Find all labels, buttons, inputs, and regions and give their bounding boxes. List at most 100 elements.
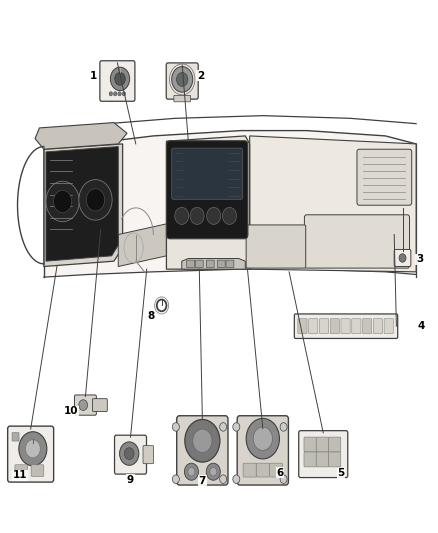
Circle shape <box>19 432 47 466</box>
FancyBboxPatch shape <box>177 416 228 485</box>
FancyBboxPatch shape <box>357 149 412 205</box>
FancyBboxPatch shape <box>195 260 203 268</box>
Polygon shape <box>182 259 245 269</box>
FancyBboxPatch shape <box>294 314 398 338</box>
Circle shape <box>53 190 72 213</box>
Circle shape <box>206 463 220 480</box>
FancyBboxPatch shape <box>237 416 288 485</box>
FancyBboxPatch shape <box>12 433 19 441</box>
FancyBboxPatch shape <box>256 463 269 477</box>
FancyBboxPatch shape <box>298 319 307 334</box>
FancyBboxPatch shape <box>243 463 256 477</box>
FancyBboxPatch shape <box>328 437 341 452</box>
Circle shape <box>110 67 130 91</box>
Polygon shape <box>118 224 166 266</box>
FancyBboxPatch shape <box>363 319 372 334</box>
FancyBboxPatch shape <box>166 141 248 239</box>
Polygon shape <box>166 136 250 269</box>
FancyBboxPatch shape <box>304 452 316 467</box>
FancyBboxPatch shape <box>206 260 214 268</box>
Circle shape <box>193 429 212 453</box>
Circle shape <box>210 467 217 476</box>
Text: 10: 10 <box>64 407 78 416</box>
Circle shape <box>185 419 220 462</box>
Polygon shape <box>35 123 127 149</box>
Text: 7: 7 <box>199 476 206 486</box>
FancyBboxPatch shape <box>352 319 361 334</box>
Circle shape <box>113 92 117 96</box>
FancyBboxPatch shape <box>304 215 410 268</box>
FancyBboxPatch shape <box>174 95 191 102</box>
Text: 2: 2 <box>197 71 204 80</box>
FancyBboxPatch shape <box>319 319 328 334</box>
Polygon shape <box>250 136 416 272</box>
FancyBboxPatch shape <box>217 260 225 268</box>
FancyBboxPatch shape <box>114 435 146 474</box>
Circle shape <box>253 427 272 450</box>
FancyBboxPatch shape <box>31 465 44 477</box>
Circle shape <box>79 400 88 410</box>
Circle shape <box>246 418 279 459</box>
Polygon shape <box>44 144 123 266</box>
Circle shape <box>175 207 189 224</box>
Polygon shape <box>44 131 416 277</box>
Circle shape <box>190 207 204 224</box>
Text: 3: 3 <box>416 254 423 264</box>
Circle shape <box>86 189 105 211</box>
Circle shape <box>46 181 79 222</box>
FancyBboxPatch shape <box>187 260 194 268</box>
Circle shape <box>172 67 193 92</box>
FancyBboxPatch shape <box>74 395 96 415</box>
Circle shape <box>79 180 112 220</box>
Circle shape <box>173 475 180 483</box>
FancyBboxPatch shape <box>330 319 339 334</box>
Text: 4: 4 <box>418 321 425 331</box>
Text: 5: 5 <box>337 469 344 478</box>
Text: 11: 11 <box>13 471 28 480</box>
FancyBboxPatch shape <box>8 426 53 482</box>
Circle shape <box>188 467 195 476</box>
FancyBboxPatch shape <box>100 61 135 101</box>
FancyBboxPatch shape <box>304 437 316 452</box>
Circle shape <box>280 475 287 483</box>
Circle shape <box>399 254 406 262</box>
Circle shape <box>109 92 113 96</box>
FancyBboxPatch shape <box>394 249 411 266</box>
FancyBboxPatch shape <box>15 465 28 477</box>
FancyBboxPatch shape <box>341 319 350 334</box>
FancyBboxPatch shape <box>316 452 328 467</box>
Circle shape <box>120 442 139 465</box>
Text: 8: 8 <box>148 311 155 320</box>
Circle shape <box>173 423 180 431</box>
Polygon shape <box>46 147 118 261</box>
FancyBboxPatch shape <box>166 63 198 99</box>
Circle shape <box>207 207 221 224</box>
Circle shape <box>122 92 126 96</box>
FancyBboxPatch shape <box>172 148 243 199</box>
Circle shape <box>177 72 188 86</box>
FancyBboxPatch shape <box>316 437 328 452</box>
Circle shape <box>223 207 237 224</box>
Text: 6: 6 <box>277 468 284 478</box>
FancyBboxPatch shape <box>143 446 153 464</box>
Circle shape <box>233 423 240 431</box>
Circle shape <box>233 475 240 483</box>
Circle shape <box>25 440 40 458</box>
FancyBboxPatch shape <box>373 319 382 334</box>
Circle shape <box>398 253 407 263</box>
Circle shape <box>184 463 198 480</box>
FancyBboxPatch shape <box>328 452 341 467</box>
Circle shape <box>118 92 121 96</box>
Text: 9: 9 <box>127 475 134 484</box>
FancyBboxPatch shape <box>92 399 107 411</box>
FancyBboxPatch shape <box>299 431 348 478</box>
FancyBboxPatch shape <box>309 319 318 334</box>
Circle shape <box>115 72 125 85</box>
FancyBboxPatch shape <box>246 225 306 268</box>
FancyBboxPatch shape <box>384 319 393 334</box>
FancyBboxPatch shape <box>226 260 234 268</box>
Circle shape <box>396 250 409 266</box>
Circle shape <box>280 423 287 431</box>
Circle shape <box>220 423 227 431</box>
Text: 1: 1 <box>90 71 97 80</box>
